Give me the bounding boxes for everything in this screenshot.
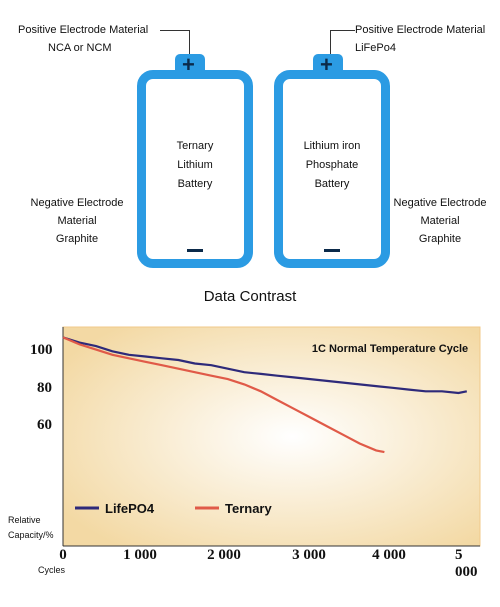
- left-positive-label-2: NCA or NCM: [48, 42, 112, 54]
- right-negative-line: Negative Electrode: [393, 197, 487, 209]
- legend-ternary-label: Ternary: [225, 501, 272, 516]
- left-minus-icon: [187, 249, 203, 252]
- series-line-lifepo4: [62, 336, 468, 395]
- left-callout-line: [160, 30, 190, 31]
- left-battery-label: Ternary Lithium Battery: [146, 137, 244, 194]
- left-battery-icon: Ternary Lithium Battery: [137, 70, 253, 268]
- left-negative-label: Negative Electrode Material Graphite: [22, 194, 132, 248]
- chart-title: 1C Normal Temperature Cycle: [312, 343, 468, 355]
- left-negative-line: Negative Electrode: [30, 197, 124, 209]
- left-negative-line: Graphite: [55, 233, 99, 245]
- left-battery-label-line: Lithium: [177, 159, 213, 171]
- x-tick-label: 3 000: [292, 547, 326, 563]
- left-negative-line: Material: [57, 215, 97, 227]
- right-positive-label-2: LiFePo4: [355, 42, 396, 54]
- right-negative-line: Material: [420, 215, 460, 227]
- right-battery-label-line: Lithium iron: [303, 140, 361, 152]
- left-positive-label-1: Positive Electrode Material: [18, 24, 149, 36]
- series-line-ternary: [62, 336, 385, 454]
- x-axis-label: Cycles: [38, 565, 66, 575]
- x-tick-label: 5 000: [455, 547, 478, 580]
- x-tick-label: 2 000: [207, 547, 241, 563]
- legend-lifepo4-label: LifePO4: [105, 501, 155, 516]
- x-tick-label: 4 000: [372, 547, 406, 563]
- right-battery-label: Lithium iron Phosphate Battery: [283, 137, 381, 194]
- left-callout-drop: [189, 30, 190, 55]
- right-battery-label-line: Battery: [314, 178, 350, 190]
- right-negative-line: Graphite: [418, 233, 462, 245]
- left-battery-label-line: Battery: [177, 178, 213, 190]
- section-title: Data Contrast: [203, 288, 297, 305]
- right-battery-terminal: [313, 54, 343, 74]
- y-tick-label: 100: [30, 342, 53, 358]
- y-tick-label: 60: [37, 417, 52, 433]
- right-battery-label-line: Phosphate: [305, 159, 359, 171]
- x-tick-label: 1 000: [123, 547, 157, 563]
- legend: LifePO4 Ternary: [75, 501, 272, 516]
- right-negative-label: Negative Electrode Material Graphite: [385, 194, 495, 248]
- right-minus-icon: [324, 249, 340, 252]
- plot-background: [62, 326, 481, 547]
- right-callout-drop: [330, 30, 331, 55]
- x-tick-label: 0: [59, 547, 67, 563]
- right-callout-line: [330, 30, 355, 31]
- left-battery-label-line: Ternary: [176, 140, 214, 152]
- right-battery-icon: Lithium iron Phosphate Battery: [274, 70, 390, 268]
- y-axis-label-1: Relative: [8, 515, 41, 525]
- right-positive-label-1: Positive Electrode Material: [355, 24, 486, 36]
- y-axis-label-2: Capacity/%: [8, 530, 54, 540]
- y-tick-label: 80: [37, 380, 52, 396]
- left-battery-terminal: [175, 54, 205, 74]
- capacity-cycle-chart: 1C Normal Temperature Cycle LifePO4 Tern…: [62, 326, 481, 547]
